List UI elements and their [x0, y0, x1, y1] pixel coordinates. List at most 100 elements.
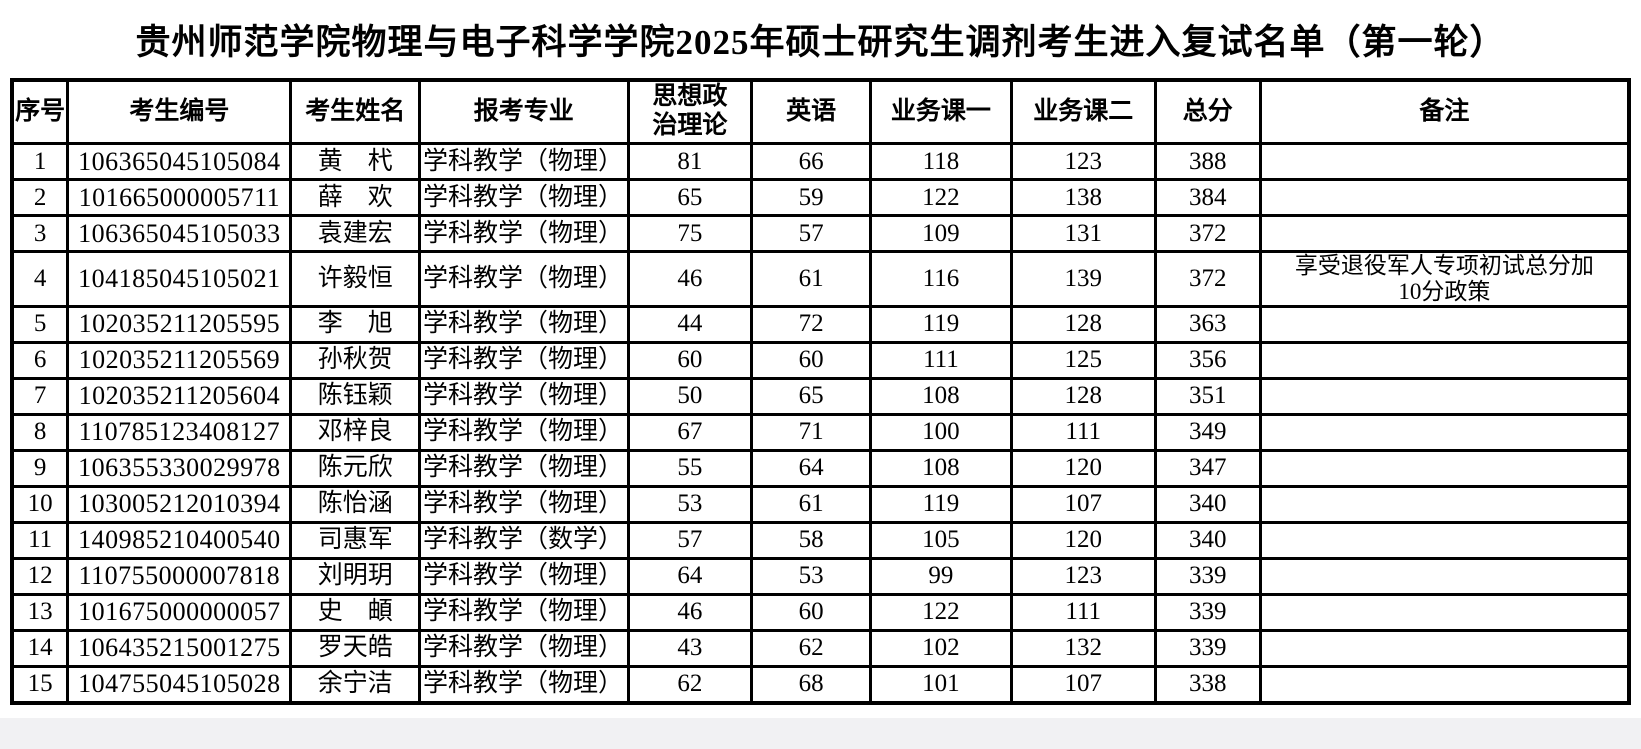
- cell-course1: 118: [869, 142, 1013, 181]
- cell-politics: 55: [626, 448, 754, 488]
- cell-total: 363: [1153, 304, 1262, 344]
- cell-seq: 10: [10, 484, 70, 524]
- cell-id: 101665000005711: [66, 178, 293, 217]
- cell-total: 372: [1153, 250, 1262, 308]
- cell-course1: 108: [869, 376, 1013, 416]
- cell-course1: 122: [869, 592, 1013, 632]
- cell-seq: 4: [10, 250, 70, 308]
- cell-name: 孙秋贺: [289, 340, 421, 380]
- cell-note: [1258, 178, 1631, 217]
- cell-note: 享受退役军人专项初试总分加10分政策: [1258, 250, 1631, 308]
- cell-major: 学科教学（物理）: [417, 484, 630, 524]
- cell-course2: 132: [1009, 628, 1157, 668]
- table-row: 12 110755000007818 刘明玥 学科教学（物理） 64 53 99 123 339: [10, 556, 1631, 596]
- cell-major: 学科教学（物理）: [417, 412, 630, 452]
- cell-seq: 8: [10, 412, 70, 452]
- cell-id: 102035211205569: [66, 340, 293, 380]
- cell-total: 338: [1153, 664, 1262, 704]
- header-total: 总分: [1153, 78, 1262, 145]
- cell-id: 110785123408127: [66, 412, 293, 452]
- cell-id: 110755000007818: [66, 556, 293, 596]
- header-course1: 业务课一: [869, 78, 1013, 145]
- bottom-margin-strip: [0, 718, 1641, 749]
- cell-course2: 125: [1009, 340, 1157, 380]
- cell-course2: 139: [1009, 250, 1157, 308]
- cell-name: 司惠军: [289, 520, 421, 560]
- page-title: 贵州师范学院物理与电子科学学院2025年硕士研究生调剂考生进入复试名单（第一轮）: [135, 23, 1506, 62]
- cell-name: 袁建宏: [289, 214, 421, 253]
- cell-name: 邓梓良: [289, 412, 421, 452]
- cell-course1: 101: [869, 664, 1013, 704]
- cell-note: [1258, 556, 1631, 596]
- cell-course2: 111: [1009, 412, 1157, 452]
- cell-course1: 105: [869, 520, 1013, 560]
- header-politics: 思想政治理论: [626, 78, 754, 145]
- note-text: 享受退役军人专项初试总分加10分政策: [1294, 253, 1594, 304]
- cell-major: 学科教学（物理）: [417, 340, 630, 380]
- cell-note: [1258, 520, 1631, 560]
- cell-note: [1258, 448, 1631, 488]
- cell-major: 学科教学（物理）: [417, 250, 630, 308]
- cell-seq: 9: [10, 448, 70, 488]
- cell-politics: 44: [626, 304, 754, 344]
- table-row: 10 103005212010394 陈怡涵 学科教学（物理） 53 61 119 107 34…: [10, 484, 1631, 524]
- header-name: 考生姓名: [289, 78, 421, 145]
- cell-total: 351: [1153, 376, 1262, 416]
- cell-major: 学科教学（物理）: [417, 664, 630, 704]
- cell-course1: 111: [869, 340, 1013, 380]
- cell-seq: 12: [10, 556, 70, 596]
- cell-course1: 122: [869, 178, 1013, 217]
- cell-total: 339: [1153, 628, 1262, 668]
- cell-english: 57: [750, 214, 873, 253]
- table-row: 5 102035211205595 李 旭学科教学（物理） 44 72 119 128 363: [10, 304, 1631, 344]
- cell-id: 102035211205595: [66, 304, 293, 344]
- cell-seq: 13: [10, 592, 70, 632]
- cell-english: 53: [750, 556, 873, 596]
- header-english: 英语: [750, 78, 873, 145]
- cell-politics: 67: [626, 412, 754, 452]
- cell-course1: 100: [869, 412, 1013, 452]
- table-row: 13 101675000000057 史 頔学科教学（物理） 46 60 122 111 33…: [10, 592, 1631, 632]
- cell-id: 106365045105084: [66, 142, 293, 181]
- table-header: 序号 考生编号 考生姓名 报考专业 思想政治理论 英语 业务课一 业务课二 总分…: [10, 78, 1631, 145]
- cell-course1: 119: [869, 304, 1013, 344]
- cell-politics: 53: [626, 484, 754, 524]
- cell-course2: 107: [1009, 484, 1157, 524]
- cell-name: 陈元欣: [289, 448, 421, 488]
- table-body: 1 106365045105084 黄 杙学科教学（物理） 81 66 118 123 388…: [10, 142, 1631, 704]
- cell-total: 339: [1153, 592, 1262, 632]
- cell-note: [1258, 340, 1631, 380]
- header-course2: 业务课二: [1009, 78, 1157, 145]
- table-row: 11 140985210400540 司惠军 学科教学（数学） 57 58 105 120 34…: [10, 520, 1631, 560]
- cell-course1: 108: [869, 448, 1013, 488]
- cell-name: 许毅恒: [289, 250, 421, 308]
- cell-course1: 102: [869, 628, 1013, 668]
- cell-politics: 75: [626, 214, 754, 253]
- cell-english: 59: [750, 178, 873, 217]
- table-row: 8 110785123408127 邓梓良 学科教学（物理） 67 71 100 111 349: [10, 412, 1631, 452]
- candidate-table: 序号 考生编号 考生姓名 报考专业 思想政治理论 英语 业务课一 业务课二 总分…: [10, 78, 1631, 705]
- cell-course1: 119: [869, 484, 1013, 524]
- header-row: 序号 考生编号 考生姓名 报考专业 思想政治理论 英语 业务课一 业务课二 总分…: [10, 78, 1631, 145]
- cell-politics: 65: [626, 178, 754, 217]
- cell-seq: 2: [10, 178, 70, 217]
- cell-total: 384: [1153, 178, 1262, 217]
- table-row: 2 101665000005711 薛 欢学科教学（物理） 65 59 122 138 384: [10, 178, 1631, 217]
- table-row: 4 104185045105021 许毅恒 学科教学（物理） 46 61 116 139 372…: [10, 250, 1631, 308]
- cell-note: [1258, 214, 1631, 253]
- table-row: 7 102035211205604 陈钰颖 学科教学（物理） 50 65 108 128 351: [10, 376, 1631, 416]
- cell-name: 陈钰颖: [289, 376, 421, 416]
- header-id: 考生编号: [66, 78, 293, 145]
- cell-seq: 5: [10, 304, 70, 344]
- cell-note: [1258, 142, 1631, 181]
- cell-seq: 6: [10, 340, 70, 380]
- cell-course1: 116: [869, 250, 1013, 308]
- cell-id: 102035211205604: [66, 376, 293, 416]
- cell-politics: 43: [626, 628, 754, 668]
- cell-note: [1258, 592, 1631, 632]
- cell-id: 103005212010394: [66, 484, 293, 524]
- cell-name: 李 旭: [289, 304, 421, 344]
- cell-name: 陈怡涵: [289, 484, 421, 524]
- cell-id: 140985210400540: [66, 520, 293, 560]
- table-row: 15 104755045105028 余宁洁 学科教学（物理） 62 68 101 107 33…: [10, 664, 1631, 704]
